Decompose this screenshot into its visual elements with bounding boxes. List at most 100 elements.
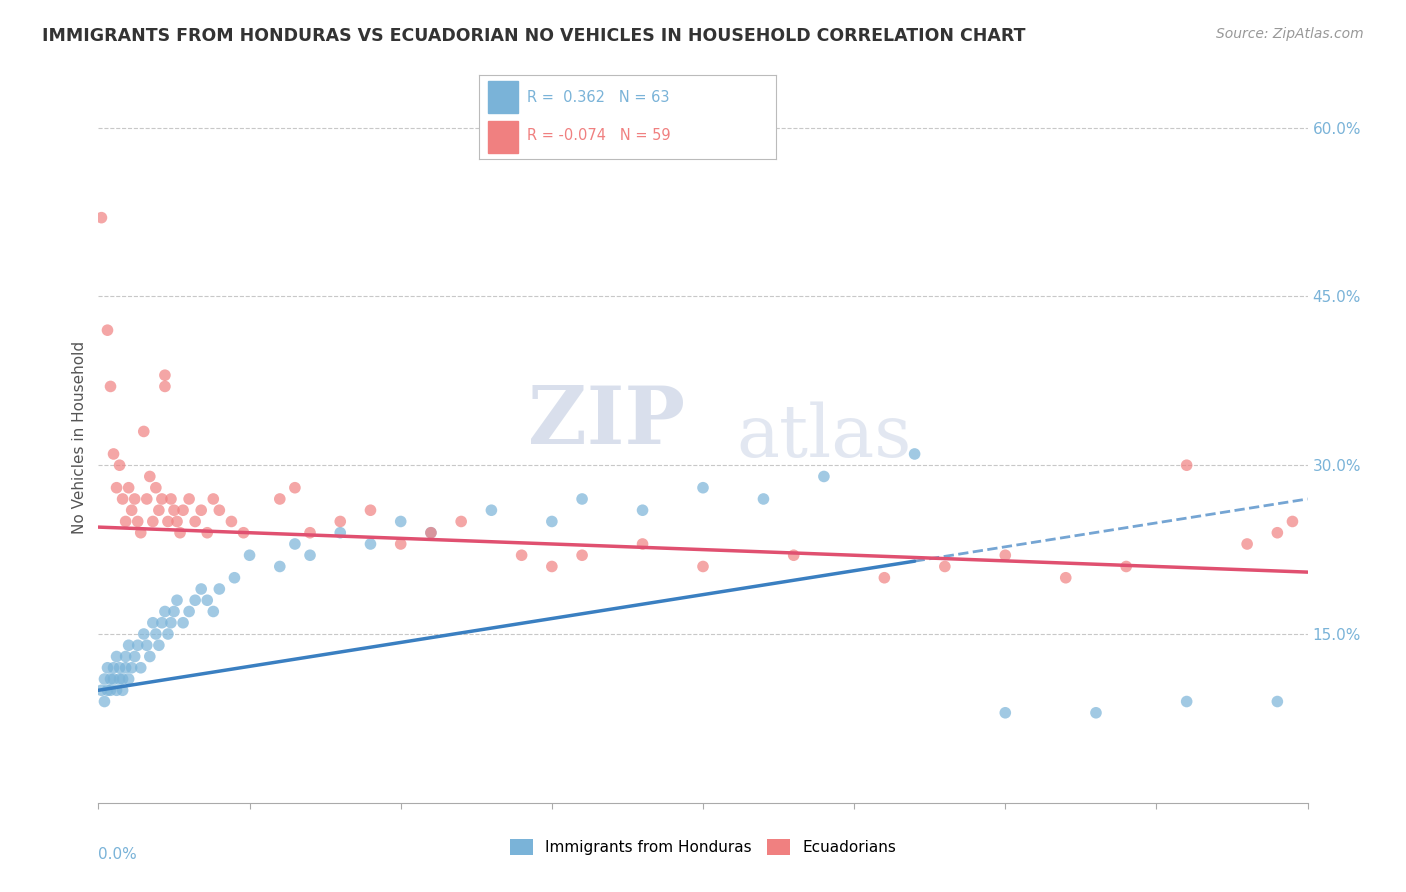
Point xyxy=(124,649,146,664)
Point xyxy=(148,503,170,517)
Point xyxy=(105,683,128,698)
Point xyxy=(540,559,562,574)
Text: Source: ZipAtlas.com: Source: ZipAtlas.com xyxy=(1216,27,1364,41)
Point xyxy=(1054,571,1077,585)
Point xyxy=(139,649,162,664)
Point xyxy=(103,447,125,461)
Point xyxy=(420,525,443,540)
Point xyxy=(153,605,176,619)
Point xyxy=(166,515,188,529)
Point xyxy=(224,571,246,585)
Point xyxy=(179,605,201,619)
Point xyxy=(160,491,183,506)
Point xyxy=(389,537,412,551)
Point xyxy=(103,672,125,686)
Point xyxy=(269,491,291,506)
Point xyxy=(1236,537,1258,551)
Point xyxy=(156,515,179,529)
Point xyxy=(631,503,654,517)
Point xyxy=(221,515,243,529)
Y-axis label: No Vehicles in Household: No Vehicles in Household xyxy=(72,341,87,533)
Point xyxy=(329,525,352,540)
Point xyxy=(108,458,131,473)
Point xyxy=(1115,559,1137,574)
Text: atlas: atlas xyxy=(737,401,911,473)
Point xyxy=(105,649,128,664)
Legend: Immigrants from Honduras, Ecuadorians: Immigrants from Honduras, Ecuadorians xyxy=(503,833,903,861)
Point xyxy=(481,503,503,517)
Point xyxy=(114,661,136,675)
Point xyxy=(692,559,714,574)
Point xyxy=(172,615,194,630)
Point xyxy=(571,491,593,506)
Point xyxy=(118,481,141,495)
Point xyxy=(360,503,382,517)
Text: IMMIGRANTS FROM HONDURAS VS ECUADORIAN NO VEHICLES IN HOUSEHOLD CORRELATION CHAR: IMMIGRANTS FROM HONDURAS VS ECUADORIAN N… xyxy=(42,27,1026,45)
Point xyxy=(329,515,352,529)
Point xyxy=(142,515,165,529)
Point xyxy=(299,548,322,562)
Point xyxy=(150,615,173,630)
Point xyxy=(132,425,155,439)
Point xyxy=(118,638,141,652)
Point xyxy=(1267,694,1289,708)
Point xyxy=(153,379,176,393)
Point xyxy=(184,593,207,607)
Point xyxy=(232,525,254,540)
Point xyxy=(121,661,143,675)
Point xyxy=(208,582,231,596)
Text: 0.0%: 0.0% xyxy=(98,847,138,862)
Point xyxy=(195,525,218,540)
Point xyxy=(179,491,201,506)
Point xyxy=(994,706,1017,720)
Point xyxy=(96,661,118,675)
Point xyxy=(114,515,136,529)
Point xyxy=(142,615,165,630)
Point xyxy=(150,491,173,506)
Point xyxy=(1085,706,1108,720)
Point xyxy=(105,481,128,495)
Point xyxy=(172,503,194,517)
Point xyxy=(190,503,212,517)
Point xyxy=(1267,525,1289,540)
Point xyxy=(163,503,186,517)
Point xyxy=(692,481,714,495)
Point xyxy=(904,447,927,461)
Point xyxy=(813,469,835,483)
Point xyxy=(631,537,654,551)
Point xyxy=(202,491,225,506)
Point xyxy=(127,638,149,652)
Point xyxy=(156,627,179,641)
Point xyxy=(135,491,157,506)
Point xyxy=(100,683,122,698)
Point xyxy=(145,627,167,641)
Point xyxy=(129,661,152,675)
Point xyxy=(360,537,382,551)
Point xyxy=(166,593,188,607)
Point xyxy=(420,525,443,540)
Point xyxy=(540,515,562,529)
Point xyxy=(163,605,186,619)
Point xyxy=(124,491,146,506)
Point xyxy=(114,649,136,664)
Point xyxy=(93,672,115,686)
Point xyxy=(284,481,307,495)
Point xyxy=(1281,515,1303,529)
Point xyxy=(153,368,176,383)
Point xyxy=(1175,694,1198,708)
Point xyxy=(160,615,183,630)
Point xyxy=(93,694,115,708)
Point xyxy=(90,683,112,698)
Point xyxy=(284,537,307,551)
Point xyxy=(169,525,191,540)
Point xyxy=(96,683,118,698)
Point xyxy=(269,559,291,574)
Point xyxy=(195,593,218,607)
Point xyxy=(389,515,412,529)
Point xyxy=(208,503,231,517)
Point xyxy=(571,548,593,562)
Point xyxy=(139,469,162,483)
Point xyxy=(96,323,118,337)
Point xyxy=(108,672,131,686)
Point xyxy=(103,661,125,675)
